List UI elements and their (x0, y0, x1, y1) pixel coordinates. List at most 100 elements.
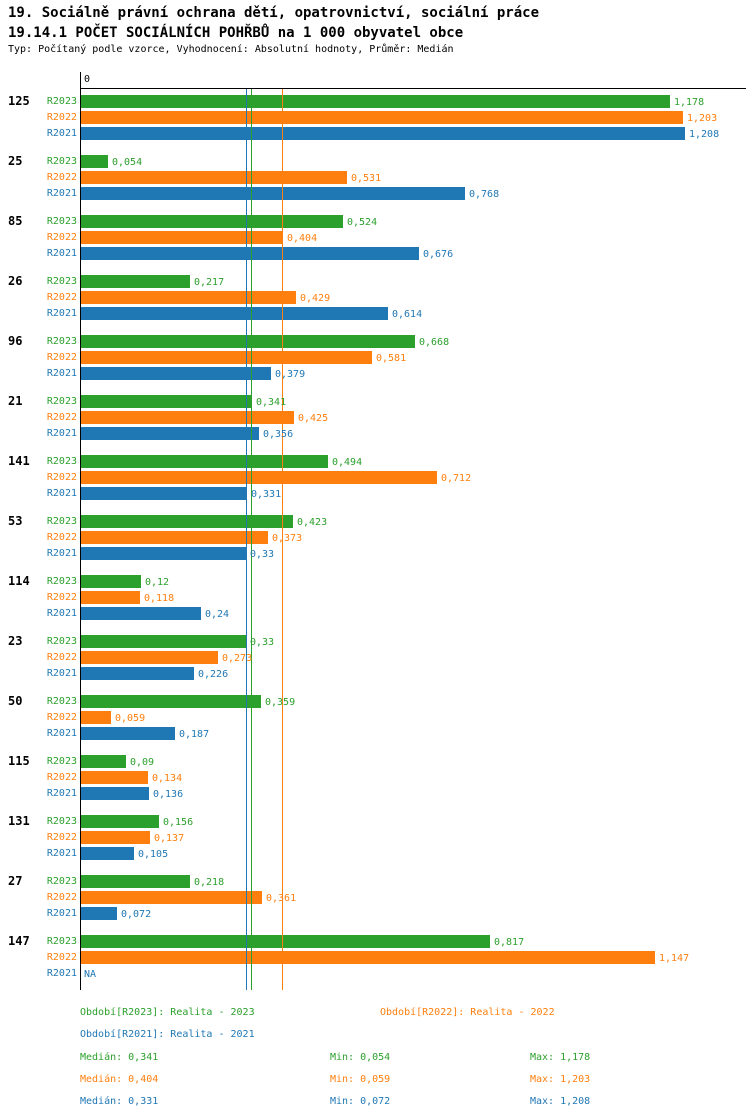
series-label-r2023: R2023 (46, 696, 77, 707)
group-label-23: 23 (8, 634, 23, 648)
group-label-53: 53 (8, 514, 23, 528)
series-label-r2022: R2022 (46, 412, 77, 423)
series-label-r2021: R2021 (46, 668, 77, 679)
series-label-r2021: R2021 (46, 848, 77, 859)
bar-r2021 (81, 427, 259, 440)
bar-r2021 (81, 547, 246, 560)
series-label-r2023: R2023 (46, 216, 77, 227)
bar-r2023 (81, 575, 141, 588)
bar-value-label: 0,768 (469, 189, 500, 200)
bar-r2021 (81, 787, 149, 800)
bar-r2021 (81, 727, 175, 740)
series-label-r2021: R2021 (46, 188, 77, 199)
bar-value-label: 0,33 (250, 637, 275, 648)
series-label-r2021: R2021 (46, 968, 77, 979)
bar-r2022 (81, 471, 437, 484)
bar-value-label: 0,24 (205, 609, 230, 620)
x-axis-line (80, 88, 746, 89)
stat-min-r2021: Min: 0,072 (330, 1096, 391, 1107)
bar-value-label: 0,817 (494, 937, 525, 948)
series-label-r2022: R2022 (46, 652, 77, 663)
bar-r2023 (81, 635, 246, 648)
series-label-r2023: R2023 (46, 876, 77, 887)
bar-value-label: 0,217 (194, 277, 225, 288)
bar-value-label: 0,156 (163, 817, 194, 828)
series-label-r2023: R2023 (46, 576, 77, 587)
indicator-subtitle: Typ: Počítaný podle vzorce, Vyhodnocení:… (8, 44, 454, 55)
series-label-r2023: R2023 (46, 816, 77, 827)
bar-value-label: 0,404 (287, 233, 318, 244)
bar-r2021 (81, 907, 117, 920)
group-label-27: 27 (8, 874, 23, 888)
series-label-r2023: R2023 (46, 456, 77, 467)
bar-r2021 (81, 367, 271, 380)
bar-value-label: 0,356 (263, 429, 294, 440)
group-label-26: 26 (8, 274, 23, 288)
bar-value-label: 0,059 (115, 713, 146, 724)
bar-chart: 0 125 R2023 1,178 R2022 1,203 R2021 1,208 25 R202… (8, 72, 746, 990)
bar-r2022 (81, 771, 148, 784)
bar-value-label: 0,524 (347, 217, 378, 228)
legend-item-r2021: Období[R2021]: Realita - 2021 (80, 1029, 255, 1040)
legend-item-r2023: Období[R2023]: Realita - 2023 (80, 1007, 255, 1018)
series-label-r2022: R2022 (46, 532, 77, 543)
group-label-96: 96 (8, 334, 23, 348)
bar-r2022 (81, 291, 296, 304)
group-label-50: 50 (8, 694, 23, 708)
bar-value-label: 0,09 (130, 757, 155, 768)
bar-value-label: 1,203 (687, 113, 718, 124)
series-label-r2022: R2022 (46, 892, 77, 903)
bar-value-label: 0,423 (297, 517, 328, 528)
bar-r2023 (81, 875, 190, 888)
bar-value-label: 0,12 (145, 577, 170, 588)
bar-value-label: 0,494 (332, 457, 363, 468)
series-label-r2022: R2022 (46, 772, 77, 783)
bar-value-label: 0,331 (251, 489, 282, 500)
median-line-r2022 (282, 89, 283, 990)
group-label-114: 114 (8, 574, 30, 588)
series-label-r2021: R2021 (46, 788, 77, 799)
bar-value-label: 0,614 (392, 309, 423, 320)
series-label-r2022: R2022 (46, 232, 77, 243)
bar-r2021 (81, 607, 201, 620)
stat-median-r2021: Medián: 0,331 (80, 1096, 159, 1107)
group-label-125: 125 (8, 94, 30, 108)
bar-value-label: 0,425 (298, 413, 329, 424)
bar-r2022 (81, 591, 140, 604)
bar-r2023 (81, 515, 293, 528)
series-label-r2021: R2021 (46, 128, 77, 139)
bar-value-label: 0,054 (112, 157, 143, 168)
bar-r2023 (81, 815, 159, 828)
group-label-21: 21 (8, 394, 23, 408)
bar-r2022 (81, 411, 294, 424)
bar-r2021 (81, 127, 685, 140)
stat-min-r2022: Min: 0,059 (330, 1074, 391, 1085)
series-label-r2023: R2023 (46, 336, 77, 347)
indicator-title: 19.14.1 POČET SOCIÁLNÍCH POHŘBŮ na 1 000… (8, 25, 464, 41)
report-title: 19. Sociálně právní ochrana dětí, opatro… (8, 5, 540, 21)
series-label-r2022: R2022 (46, 292, 77, 303)
bar-r2023 (81, 695, 261, 708)
bar-value-label: 0,33 (250, 549, 275, 560)
bar-value-label: 0,218 (194, 877, 225, 888)
series-label-r2022: R2022 (46, 112, 77, 123)
bar-r2023 (81, 455, 328, 468)
bar-r2022 (81, 711, 111, 724)
series-label-r2023: R2023 (46, 936, 77, 947)
group-label-25: 25 (8, 154, 23, 168)
series-label-r2023: R2023 (46, 516, 77, 527)
series-label-r2023: R2023 (46, 636, 77, 647)
series-label-r2021: R2021 (46, 308, 77, 319)
bar-r2021 (81, 247, 419, 260)
series-label-r2023: R2023 (46, 396, 77, 407)
bar-r2022 (81, 231, 283, 244)
stat-max-r2022: Max: 1,203 (530, 1074, 591, 1085)
bar-r2021 (81, 847, 134, 860)
bar-r2023 (81, 395, 252, 408)
bar-r2023 (81, 935, 490, 948)
bar-value-label: 0,273 (222, 653, 253, 664)
x-axis-zero-label: 0 (84, 74, 91, 85)
series-label-r2022: R2022 (46, 472, 77, 483)
series-label-r2021: R2021 (46, 908, 77, 919)
group-label-115: 115 (8, 754, 30, 768)
